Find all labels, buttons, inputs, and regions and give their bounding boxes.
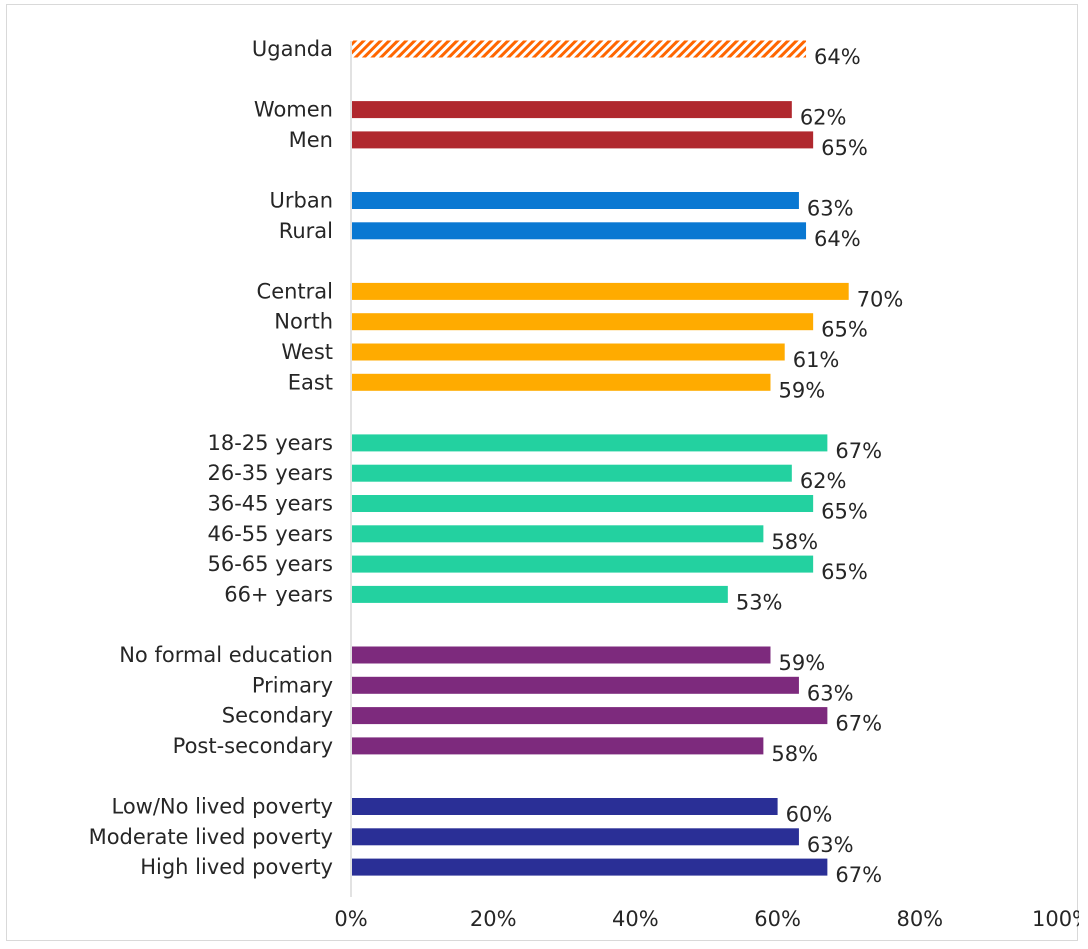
category-label: 36-45 years [208, 492, 334, 516]
value-label: 58% [771, 530, 818, 554]
value-label: 67% [835, 439, 882, 463]
bar-high-lived-poverty [352, 858, 828, 876]
bar-26-35-years [352, 464, 792, 482]
bars-layer [352, 40, 849, 876]
category-label: East [288, 370, 333, 394]
bar-men [352, 131, 814, 149]
bar-urban [352, 192, 799, 209]
value-label: 67% [835, 863, 882, 887]
bar-56-65-years [352, 555, 814, 573]
bar-66-years [352, 585, 728, 603]
x-tick-label: 100% [1032, 907, 1079, 931]
value-label: 70% [857, 287, 904, 311]
value-label: 63% [807, 681, 854, 705]
value-label: 64% [814, 227, 861, 251]
bar-moderate-lived-poverty [352, 828, 799, 846]
category-label: 46-55 years [208, 522, 334, 546]
bar-post-secondary [352, 737, 764, 755]
bar-low-no-lived-poverty [352, 798, 778, 815]
category-label: Men [289, 128, 333, 152]
bar-primary [352, 676, 799, 694]
value-label: 63% [807, 833, 854, 857]
value-label: 65% [821, 500, 868, 524]
bar-central [352, 282, 849, 300]
value-label: 59% [778, 651, 825, 675]
value-label: 53% [736, 590, 783, 614]
bar-rural [352, 222, 807, 240]
x-tick-label: 80% [896, 907, 943, 931]
value-label: 62% [800, 469, 847, 493]
x-tick-label: 40% [612, 907, 659, 931]
value-label: 61% [793, 348, 840, 372]
category-label: North [274, 310, 333, 334]
bar-east [352, 373, 771, 391]
category-label: 26-35 years [208, 461, 334, 485]
bar-uganda [352, 40, 807, 58]
bar-west [352, 343, 785, 361]
value-label: 62% [800, 106, 847, 130]
labels-layer: Uganda 64% Women 62% Men 65% Urban 63% Rural 64% C… [89, 37, 904, 887]
category-label: 56-65 years [208, 552, 334, 576]
category-label: Women [254, 98, 333, 122]
category-label: West [281, 340, 333, 364]
x-tick-label: 20% [470, 907, 517, 931]
bar-secondary [352, 707, 828, 725]
value-label: 67% [835, 712, 882, 736]
category-label: Post-secondary [173, 734, 333, 758]
category-label: Rural [279, 219, 333, 243]
bar-no-formal-education [352, 646, 771, 664]
x-tick-label: 60% [754, 907, 801, 931]
value-label: 64% [814, 45, 861, 69]
category-label: High lived poverty [140, 855, 333, 879]
category-label: Uganda [252, 37, 333, 61]
category-label: Low/No lived poverty [111, 795, 333, 819]
value-label: 59% [778, 378, 825, 402]
value-label: 65% [821, 136, 868, 160]
value-label: 65% [821, 318, 868, 342]
bar-women [352, 101, 792, 119]
value-label: 58% [771, 742, 818, 766]
chart-frame: Uganda 64% Women 62% Men 65% Urban 63% Rural 64% C… [6, 4, 1079, 941]
category-label: No formal education [119, 643, 333, 667]
category-label: Moderate lived poverty [89, 825, 333, 849]
category-label: 18-25 years [208, 431, 334, 455]
bar-36-45-years [352, 495, 814, 512]
value-label: 60% [786, 803, 833, 827]
category-label: Central [257, 279, 333, 303]
category-label: 66+ years [224, 582, 333, 606]
value-label: 65% [821, 560, 868, 584]
category-label: Urban [269, 189, 333, 213]
bar-north [352, 313, 814, 331]
bar-46-55-years [352, 525, 764, 543]
value-label: 63% [807, 197, 854, 221]
x-tick-label: 0% [334, 907, 367, 931]
category-label: Secondary [222, 704, 333, 728]
axis-layer: 0% 20% 40% 60% 80% 100% [334, 41, 1079, 931]
bar-18-25-years [352, 434, 828, 452]
category-label: Primary [252, 673, 333, 697]
bar-chart: Uganda 64% Women 62% Men 65% Urban 63% Rural 64% C… [89, 37, 1079, 931]
